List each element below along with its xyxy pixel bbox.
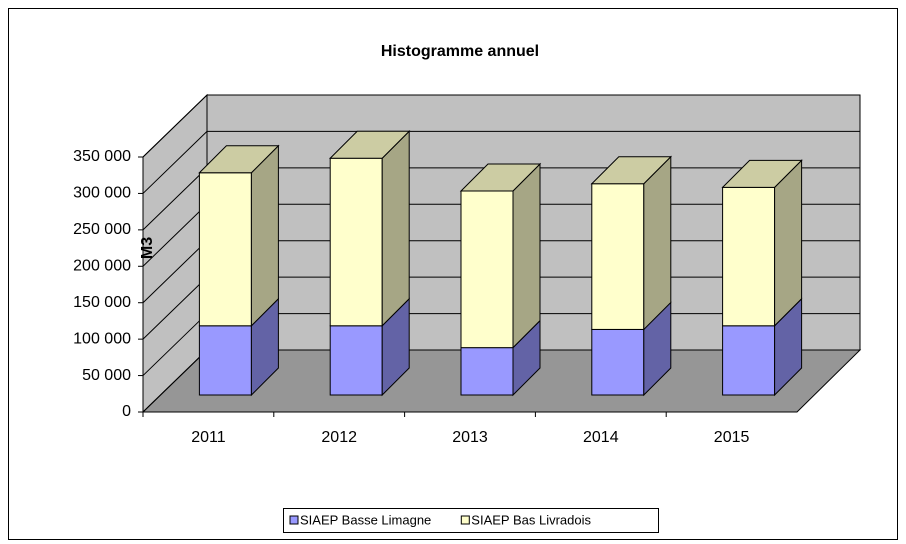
y-tick-label: 250 000 (73, 221, 131, 238)
legend-swatch (289, 515, 299, 525)
y-axis-title: M3 (139, 237, 156, 259)
bar-front (198, 172, 252, 327)
bar-front (329, 325, 383, 396)
bar-side (774, 159, 803, 327)
bar-side (250, 144, 279, 327)
grid-line (142, 94, 860, 158)
x-tick-label: 2015 (714, 429, 750, 446)
legend-label: SIAEP Basse Limagne (300, 512, 431, 527)
bar-front (722, 325, 776, 396)
y-tick-label: 300 000 (73, 185, 131, 202)
y-tick-label: 0 (122, 403, 131, 420)
y-tick-label: 50 000 (82, 367, 131, 384)
bar-side (643, 155, 672, 331)
y-tick-label: 100 000 (73, 330, 131, 347)
legend-swatch (460, 515, 470, 525)
bar-top (459, 163, 542, 192)
bar-front (460, 347, 514, 396)
bar-top (590, 156, 673, 185)
y-tick-label: 350 000 (73, 148, 131, 165)
bar-front (198, 325, 252, 396)
y-tick-label: 200 000 (73, 258, 131, 275)
chart-title: Histogramme annuel (381, 43, 539, 60)
bar-front (591, 328, 645, 396)
bar-side (512, 162, 541, 349)
bar-top (721, 159, 803, 188)
bar-top (198, 145, 280, 174)
legend (283, 508, 659, 533)
bar-front (329, 157, 383, 327)
y-tick-label: 150 000 (73, 294, 131, 311)
grid-line (142, 130, 860, 194)
bar-top (328, 130, 411, 159)
bar-front (722, 186, 776, 327)
legend-items: SIAEP Basse Limagne SIAEP Bas Livradois (289, 512, 592, 527)
bars (198, 130, 803, 397)
x-tick-label: 2014 (583, 429, 619, 446)
bar-front (460, 190, 514, 349)
x-tick-label: 2011 (191, 429, 226, 446)
legend-label: SIAEP Bas Livradois (471, 512, 591, 527)
x-tick-label: 2012 (321, 429, 357, 446)
bar-side (381, 130, 410, 327)
bar-front (591, 183, 645, 330)
x-tick-label: 2013 (452, 429, 488, 446)
